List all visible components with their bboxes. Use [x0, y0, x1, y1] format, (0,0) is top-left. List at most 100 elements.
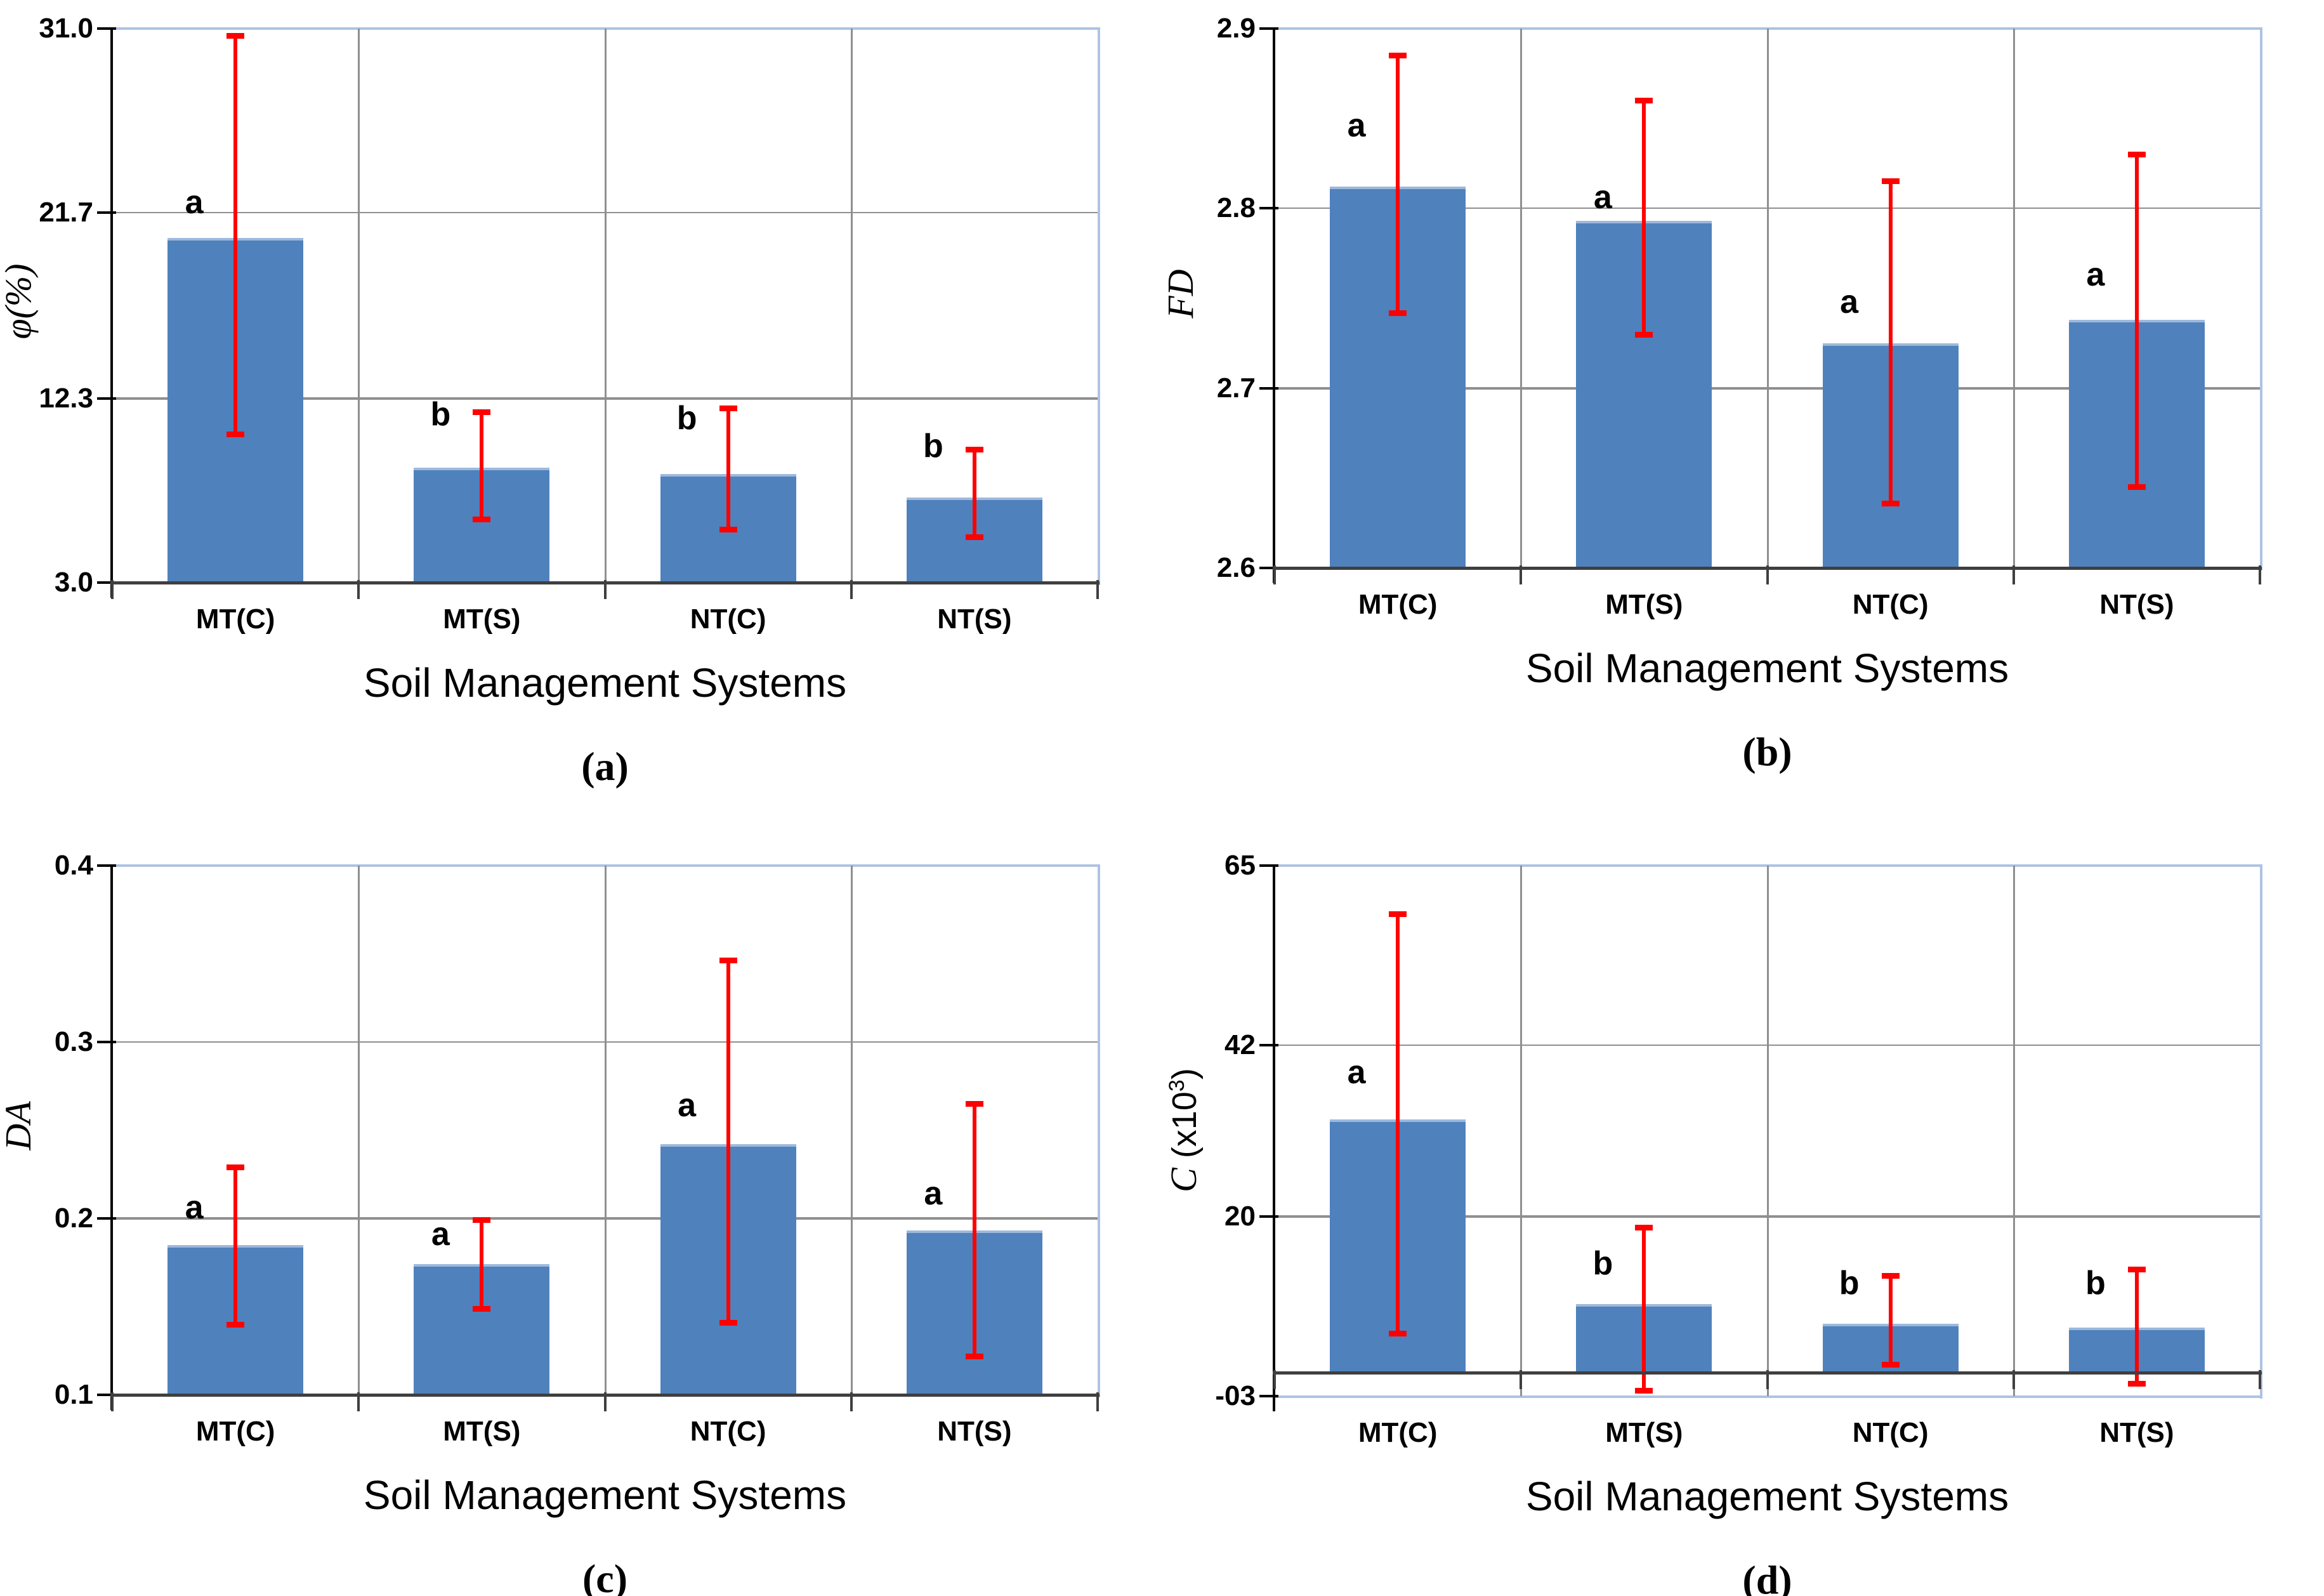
panel-letter: (d) [1742, 1557, 1792, 1596]
plot-right-border [1098, 864, 1100, 1397]
y-axis-title-variable: FD [1159, 269, 1201, 319]
y-axis-tick [97, 581, 116, 584]
category-label: MT(C) [195, 1416, 275, 1447]
y-tick-label: 2.6 [1216, 552, 1256, 583]
panel-a: 3.0 12.3 21.7 31.0 a MT(C) b MT(S) b NT(C) b NT(S) S… [0, 0, 1162, 798]
error-bar-line [1642, 98, 1646, 336]
y-axis-line [110, 864, 113, 1410]
panel-c: 0.1 0.2 0.3 0.4 a MT(C) a MT(S) a NT(C) a NT(S) Soil… [0, 798, 1162, 1596]
category-label: NT(C) [690, 1416, 766, 1447]
panel-letter: (c) [582, 1556, 628, 1596]
y-axis-tick [97, 211, 116, 214]
error-bar-cap-bottom [1389, 1331, 1407, 1337]
error-bar-cap-bottom [1389, 310, 1407, 316]
v-gridline [1520, 29, 1523, 568]
error-bar-line [1396, 912, 1400, 1336]
y-tick-label: 0.4 [54, 850, 93, 881]
error-bar-cap-top [1389, 52, 1407, 58]
error-bar-cap-top [1635, 1224, 1653, 1230]
category-label: MT(C) [195, 603, 275, 635]
category-label: MT(S) [443, 603, 521, 635]
v-gridline [358, 866, 360, 1395]
v-gridline [850, 29, 853, 583]
error-bar-cap-top [1389, 911, 1407, 917]
error-bar-cap-bottom [965, 1353, 983, 1359]
significance-letter: b [676, 400, 697, 437]
x-axis-tick [1520, 1370, 1523, 1390]
y-axis-line [110, 27, 113, 598]
panel-b: 2.6 2.7 2.8 2.9 a MT(C) a MT(S) a NT(C) a NT(S) Soil… [1159, 0, 2324, 798]
y-axis-tick [97, 1217, 116, 1220]
x-axis-tick [2259, 1370, 2261, 1390]
error-bar-cap-top [2127, 151, 2146, 157]
x-axis-tick [1096, 1392, 1099, 1411]
y-axis-tick [1259, 207, 1278, 210]
significance-letter: b [430, 395, 451, 433]
y-axis-tick [1259, 1215, 1278, 1218]
significance-letter: a [924, 1175, 943, 1213]
significance-letter: a [678, 1087, 697, 1124]
error-bar-cap-bottom [1635, 331, 1653, 338]
category-label: MT(S) [443, 1416, 521, 1447]
error-bar-line [1396, 53, 1400, 315]
category-label: MT(C) [1358, 589, 1438, 620]
y-tick-label: 3.0 [54, 567, 93, 598]
significance-letter: a [1593, 179, 1612, 216]
significance-letter: b [2085, 1264, 2106, 1302]
x-axis-tick [111, 580, 114, 599]
y-axis-title-units: (x103) [1164, 1068, 1204, 1168]
error-bar-line [726, 959, 730, 1324]
plot-bottom-border [1275, 1395, 2262, 1398]
v-gridline [2012, 866, 2015, 1396]
y-tick-label: 65 [1224, 850, 1256, 881]
error-bar-line [480, 1218, 484, 1310]
y-axis-tick [1259, 864, 1278, 867]
y-tick-label: 42 [1224, 1029, 1256, 1060]
category-label: NT(C) [690, 603, 766, 635]
x-axis-tick [1520, 565, 1523, 584]
error-bar-cap-bottom [2127, 484, 2146, 491]
y-axis-tick [1259, 567, 1278, 569]
error-bar-line [233, 34, 238, 437]
v-gridline [358, 29, 360, 583]
x-axis-tick [111, 1392, 114, 1411]
y-axis-title: DA [0, 923, 39, 1329]
y-tick-label: 2.7 [1216, 372, 1256, 404]
x-axis-tick [2012, 1370, 2015, 1390]
x-axis-tick [2012, 565, 2015, 584]
y-tick-label: 0.1 [54, 1379, 93, 1410]
v-gridline [604, 29, 607, 583]
y-axis-tick [1259, 1395, 1278, 1397]
y-axis-title-exponent: 3 [1164, 1079, 1189, 1092]
error-bar-cap-top [719, 405, 737, 411]
v-gridline [1766, 866, 1769, 1396]
x-axis-tick [1273, 1370, 1276, 1390]
y-axis-tick [1259, 386, 1278, 390]
category-label: MT(C) [1358, 1417, 1438, 1448]
panel-letter: (b) [1742, 729, 1792, 774]
y-tick-label: 21.7 [39, 196, 93, 228]
error-bar-cap-bottom [1635, 1387, 1653, 1394]
y-axis-title: C (x103) [1159, 927, 1204, 1333]
error-bar-cap-bottom [1881, 500, 1900, 506]
plot-top-border [112, 27, 1100, 30]
y-axis-title: φ(%) [0, 98, 39, 505]
category-label: NT(S) [2099, 589, 2174, 620]
x-axis-tick [850, 580, 853, 599]
error-bar-cap-bottom [965, 534, 983, 541]
significance-letter: a [431, 1216, 450, 1253]
x-axis-tick [357, 580, 360, 599]
y-axis-line [1273, 27, 1275, 583]
y-tick-label: 12.3 [39, 383, 93, 414]
y-axis-tick [1259, 1043, 1278, 1046]
error-bar-cap-bottom [2127, 1380, 2146, 1387]
category-label: NT(S) [937, 603, 1012, 635]
v-gridline [850, 866, 853, 1395]
y-axis-line [1273, 864, 1275, 1411]
y-axis-tick [97, 397, 116, 400]
y-axis-title-variable: C [1162, 1168, 1204, 1192]
v-gridline [604, 866, 607, 1395]
y-tick-label: -03 [1215, 1380, 1256, 1411]
y-axis-title-variable: φ(%) [0, 263, 39, 340]
x-axis-tick [603, 1392, 607, 1411]
